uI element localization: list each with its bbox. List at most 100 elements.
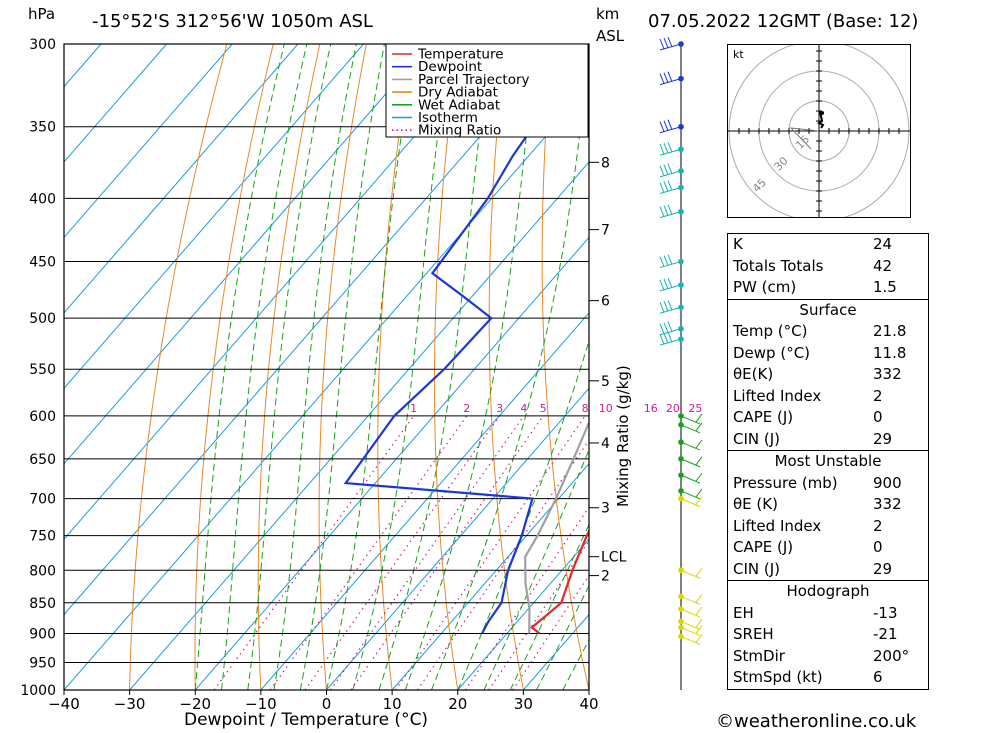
- pressure-tick-label: 500: [29, 311, 56, 327]
- stmspd-label: StmSpd (kt): [733, 668, 823, 686]
- pressure-tick-label: 750: [29, 529, 56, 545]
- wind-barb: [659, 163, 682, 178]
- temperature-tick-label: 10: [383, 695, 402, 713]
- isotherm: [457, 538, 589, 690]
- dry-adiabat: [924, 44, 1000, 690]
- series-dewpoint: [343, 44, 555, 635]
- sreh-label: SREH: [733, 625, 774, 643]
- mu-theta-value: 332: [873, 495, 902, 513]
- wet-adiabat: [483, 448, 589, 690]
- legend-label: Mixing Ratio: [418, 123, 501, 139]
- mu-cin-value: 29: [873, 559, 893, 578]
- surface-li-value: 2: [873, 386, 883, 405]
- wind-barb: [680, 456, 703, 468]
- indices-panel: K 24 Totals Totals 42 PW (cm) 1.5 Surface T…: [727, 233, 929, 690]
- wind-barb: [659, 204, 682, 219]
- wind-barb: [659, 300, 682, 314]
- mixing-ratio-label: 4: [520, 402, 527, 415]
- mixing-ratio-label: 5: [540, 402, 547, 415]
- stmdir-value: 200°: [873, 646, 910, 665]
- wet-adiabat: [221, 44, 308, 690]
- pressure-tick-label: 850: [29, 596, 56, 612]
- surface-dewp-label: Dewp (°C): [733, 343, 811, 362]
- hodograph-ring-label: 15: [793, 133, 812, 152]
- wind-barb: [680, 488, 703, 500]
- km-tick-label: 5: [601, 374, 610, 390]
- temperature-tick-label: −10: [245, 695, 277, 713]
- plot-frame: [63, 43, 590, 691]
- location-title: -15°52'S 312°56'W 1050m ASL: [92, 11, 373, 32]
- dry-adiabat: [488, 44, 524, 690]
- legend-label: Dewpoint: [418, 59, 482, 75]
- pressure-tick-label: 350: [29, 120, 56, 136]
- mixing-ratio-label: 1: [410, 402, 417, 415]
- wind-barb: [659, 142, 682, 156]
- mu-cape-label: CAPE (J): [733, 538, 794, 556]
- temperature-tick-label: 40: [579, 695, 598, 713]
- wind-level-dot: [678, 168, 684, 174]
- eh-value: -13: [873, 603, 898, 622]
- wind-barb: [680, 439, 703, 451]
- totals-totals-label: Totals Totals: [733, 256, 824, 275]
- wind-profile: [659, 36, 703, 690]
- mixing-ratio-label: 8: [582, 402, 589, 415]
- wind-barb: [659, 180, 682, 194]
- mixing-ratio-labels: 1 2 3 4 5 8 10 16 20 25: [410, 402, 702, 415]
- x-axis-title: Dewpoint / Temperature (°C): [184, 710, 429, 730]
- wind-level-dot: [678, 41, 684, 47]
- wind-level-dot: [678, 624, 684, 631]
- wind-barb: [680, 496, 703, 508]
- hodograph-storm-vector: [789, 127, 820, 150]
- km-tick-label: 2: [601, 569, 610, 585]
- temperature-tick-label: 0: [322, 695, 332, 713]
- hodograph-point: [820, 111, 824, 115]
- temperature-tick-label: −40: [48, 695, 80, 713]
- mixing-ratio-line: [304, 415, 501, 690]
- km-tick-label: 3: [601, 501, 610, 517]
- wind-level-dot: [678, 495, 684, 502]
- wind-level-dot: [678, 258, 684, 265]
- wind-level-dot: [678, 325, 684, 332]
- wind-barb: [680, 634, 703, 645]
- dry-adiabat: [318, 44, 367, 690]
- pressure-ticks: 300 350 400 450 500 550 600 650 700 750 800 850 900 9…: [20, 37, 56, 699]
- surface-theta-value: 332: [873, 365, 902, 383]
- pressure-tick-label: 950: [29, 655, 56, 671]
- mu-cin-label: CIN (J): [733, 559, 781, 578]
- surface-cape-value: 0: [873, 408, 883, 426]
- wind-barb: [680, 567, 703, 579]
- mixing-ratio-axis-title: Mixing Ratio (g/kg): [614, 365, 632, 507]
- stmspd-value: 6: [873, 668, 883, 686]
- legend-label: Temperature: [417, 47, 504, 63]
- dry-adiabat: [643, 44, 720, 690]
- series-parcel-trajectory: [524, 419, 589, 634]
- temperature-tick-label: 30: [514, 695, 533, 713]
- mixing-ratio-label: 3: [496, 402, 503, 415]
- pressure-tick-label: 650: [29, 452, 56, 468]
- wind-level-dot: [678, 413, 684, 419]
- km-tick-label: LCL: [601, 550, 627, 566]
- k-index-value: 24: [873, 235, 893, 253]
- wind-level-dot: [678, 282, 684, 288]
- wet-adiabat: [194, 44, 285, 690]
- pressure-tick-label: 450: [29, 255, 56, 271]
- wind-level-dot: [678, 472, 684, 478]
- isotherm: [64, 44, 496, 540]
- mu-li-value: 2: [873, 516, 883, 535]
- sreh-value: -21: [873, 625, 898, 643]
- surface-title: Surface: [799, 300, 857, 319]
- km-tick-label: 8: [601, 155, 610, 171]
- wind-level-dot: [678, 421, 684, 428]
- wind-level-dot: [678, 593, 684, 600]
- wind-level-dot: [678, 75, 684, 82]
- wind-level-dot: [678, 184, 684, 191]
- mixing-ratio-line: [488, 539, 589, 690]
- surface-cin-label: CIN (J): [733, 429, 781, 448]
- mu-li-label: Lifted Index: [733, 516, 822, 535]
- copyright-link[interactable]: ©weatheronline.co.uk: [716, 711, 917, 732]
- wind-barb: [659, 36, 682, 51]
- surface-li-label: Lifted Index: [733, 386, 822, 405]
- wind-level-dot: [678, 123, 684, 130]
- temperature-tick-label: −20: [179, 695, 211, 713]
